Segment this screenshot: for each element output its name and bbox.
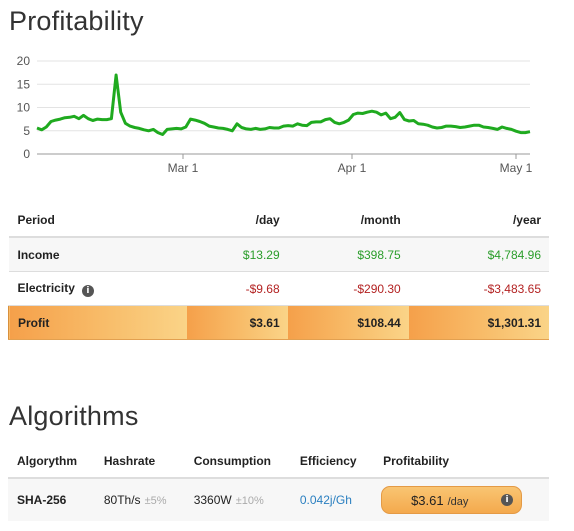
profit-series-line — [36, 73, 531, 136]
hashrate-value: 80Th/s — [103, 493, 141, 507]
header-period: Period — [8, 203, 187, 238]
electricity-label: Electricity — [17, 280, 75, 295]
profitability-chart: 0 5 10 15 20 Mar 1 Apr 1 May 1 — [17, 54, 533, 175]
header-year: /year — [408, 203, 549, 238]
profit-table: Period /day /month /year Income $13.29 $… — [7, 203, 549, 340]
header-profitability: Profitability — [374, 444, 549, 479]
hashrate-tolerance: ±5% — [144, 495, 167, 507]
electricity-year: -$3,483.65 — [408, 271, 549, 306]
efficiency-value: 0.042j/Gh — [290, 478, 375, 521]
algorithm-row: SHA-256 80Th/s ±5% 3360W ±10% 0.042j/Gh $3… — [8, 478, 549, 521]
y-tick-label: 10 — [17, 101, 31, 115]
profitability-title: Profitability — [9, 6, 144, 36]
algorithms-table-header: Algorythm Hashrate Consumption Efficienc… — [8, 444, 549, 479]
info-icon[interactable]: i — [501, 494, 514, 506]
y-tick-label: 0 — [23, 147, 30, 161]
profit-month: $108.44 — [287, 305, 409, 340]
electricity-month: -$290.30 — [287, 271, 409, 306]
header-hashrate: Hashrate — [94, 444, 185, 479]
income-label: Income — [8, 237, 187, 272]
electricity-day: -$9.68 — [186, 271, 288, 306]
y-tick-label: 5 — [23, 124, 30, 138]
algorithms-title: Algorithms — [9, 401, 139, 431]
profit-row: Profit $3.61 $108.44 $1,301.31 — [7, 305, 549, 340]
header-algorithm: Algorythm — [8, 444, 95, 479]
y-tick-label: 15 — [17, 77, 31, 91]
profit-day: $3.61 — [186, 305, 288, 340]
profitability-period: /day — [447, 495, 469, 508]
header-consumption: Consumption — [184, 444, 291, 479]
x-tick-label: Apr 1 — [338, 161, 367, 175]
income-month: $398.75 — [287, 237, 409, 272]
header-month: /month — [287, 203, 409, 238]
header-day: /day — [186, 203, 288, 238]
algorithm-name: SHA-256 — [8, 478, 95, 521]
profit-label: Profit — [7, 305, 187, 340]
profitability-amount: $3.61 — [411, 492, 444, 508]
header-efficiency: Efficiency — [290, 444, 375, 479]
income-row: Income $13.29 $398.75 $4,784.96 — [8, 237, 549, 272]
income-day: $13.29 — [186, 237, 288, 272]
consumption-tolerance: ±10% — [235, 495, 264, 507]
y-tick-label: 20 — [17, 54, 31, 68]
profitability-pill[interactable]: $3.61/day i — [381, 486, 523, 514]
profit-year: $1,301.31 — [408, 305, 549, 340]
electricity-row: Electricity i -$9.68 -$290.30 -$3,483.65 — [8, 271, 549, 306]
income-year: $4,784.96 — [408, 237, 549, 272]
profit-table-header: Period /day /month /year — [8, 203, 549, 238]
algorithms-table: Algorythm Hashrate Consumption Efficienc… — [8, 444, 549, 521]
info-icon[interactable]: i — [81, 284, 94, 297]
x-tick-label: May 1 — [500, 161, 533, 175]
x-tick-label: Mar 1 — [168, 161, 199, 175]
consumption-value: 3360W — [193, 493, 232, 507]
